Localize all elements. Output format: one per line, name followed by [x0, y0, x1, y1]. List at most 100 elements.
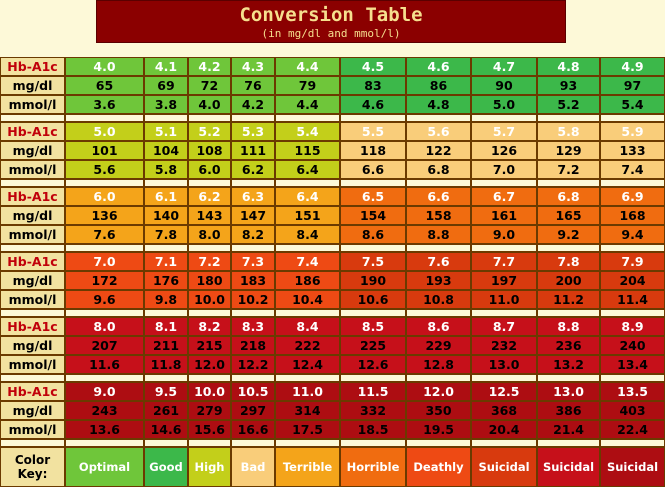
hba1c-cell: 13.5: [600, 382, 665, 401]
mgdl-cell: 297: [231, 401, 275, 420]
mgdl-cell: 161: [471, 206, 537, 225]
band-spacer: [537, 244, 600, 252]
mmol-cell: 5.8: [144, 160, 188, 179]
mmol-cell: 16.6: [231, 420, 275, 439]
mgdl-cell: 151: [275, 206, 340, 225]
mgdl-cell: 261: [144, 401, 188, 420]
row-label-mmol: mmol/l: [0, 225, 65, 244]
hba1c-cell: 13.0: [537, 382, 600, 401]
mgdl-cell: 236: [537, 336, 600, 355]
mgdl-cell: 140: [144, 206, 188, 225]
mgdl-cell: 101: [65, 141, 144, 160]
band-spacer: [188, 374, 231, 382]
mmol-cell: 3.8: [144, 95, 188, 114]
mgdl-cell: 90: [471, 76, 537, 95]
mgdl-cell: 350: [406, 401, 471, 420]
hba1c-cell: 6.8: [537, 187, 600, 206]
band-spacer: [471, 439, 537, 447]
band-spacer: [471, 179, 537, 187]
mgdl-cell: 97: [600, 76, 665, 95]
mgdl-cell: 86: [406, 76, 471, 95]
mmol-cell: 8.2: [231, 225, 275, 244]
band-spacer: [188, 439, 231, 447]
mmol-cell: 9.4: [600, 225, 665, 244]
band-spacer: [406, 309, 471, 317]
band-spacer: [188, 114, 231, 122]
mgdl-cell: 368: [471, 401, 537, 420]
mmol-cell: 15.6: [188, 420, 231, 439]
mgdl-cell: 200: [537, 271, 600, 290]
mgdl-cell: 79: [275, 76, 340, 95]
mgdl-cell: 126: [471, 141, 537, 160]
mgdl-cell: 215: [188, 336, 231, 355]
mgdl-cell: 218: [231, 336, 275, 355]
hba1c-cell: 12.5: [471, 382, 537, 401]
hba1c-cell: 5.9: [600, 122, 665, 141]
mmol-cell: 11.2: [537, 290, 600, 309]
row-label-hba1c: Hb-A1c: [0, 187, 65, 206]
mmol-cell: 8.4: [275, 225, 340, 244]
mmol-cell: 5.2: [537, 95, 600, 114]
hba1c-cell: 10.0: [188, 382, 231, 401]
row-label-mgdl: mg/dl: [0, 76, 65, 95]
hba1c-cell: 4.2: [188, 57, 231, 76]
band-spacer: [537, 179, 600, 187]
hba1c-cell: 9.5: [144, 382, 188, 401]
mmol-cell: 21.4: [537, 420, 600, 439]
hba1c-cell: 4.3: [231, 57, 275, 76]
band-spacer: [144, 244, 188, 252]
color-key-deathly: Deathly: [406, 447, 471, 487]
mmol-cell: 10.0: [188, 290, 231, 309]
mmol-cell: 18.5: [340, 420, 406, 439]
mmol-cell: 4.2: [231, 95, 275, 114]
mgdl-cell: 172: [65, 271, 144, 290]
mgdl-cell: 222: [275, 336, 340, 355]
mgdl-cell: 72: [188, 76, 231, 95]
mmol-cell: 12.6: [340, 355, 406, 374]
mmol-cell: 11.0: [471, 290, 537, 309]
hba1c-cell: 8.2: [188, 317, 231, 336]
row-label-mmol: mmol/l: [0, 160, 65, 179]
title-banner: Conversion Table (in mg/dl and mmol/l): [96, 0, 566, 43]
mgdl-cell: 111: [231, 141, 275, 160]
band-spacer: [65, 374, 144, 382]
mmol-cell: 11.4: [600, 290, 665, 309]
band-spacer: [537, 114, 600, 122]
hba1c-cell: 6.9: [600, 187, 665, 206]
hba1c-cell: 4.9: [600, 57, 665, 76]
band-spacer: [600, 309, 665, 317]
mmol-cell: 17.5: [275, 420, 340, 439]
mmol-cell: 9.8: [144, 290, 188, 309]
hba1c-cell: 7.3: [231, 252, 275, 271]
mgdl-cell: 386: [537, 401, 600, 420]
mmol-cell: 8.0: [188, 225, 231, 244]
row-label-hba1c: Hb-A1c: [0, 252, 65, 271]
band-spacer: [600, 114, 665, 122]
mgdl-cell: 207: [65, 336, 144, 355]
hba1c-cell: 6.5: [340, 187, 406, 206]
mmol-cell: 10.4: [275, 290, 340, 309]
mmol-cell: 12.0: [188, 355, 231, 374]
band-spacer: [275, 439, 340, 447]
chart-subtitle: (in mg/dl and mmol/l): [261, 27, 401, 40]
hba1c-cell: 7.7: [471, 252, 537, 271]
color-key-suicidal: Suicidal: [537, 447, 600, 487]
mmol-cell: 13.2: [537, 355, 600, 374]
hba1c-cell: 9.0: [65, 382, 144, 401]
mmol-cell: 12.8: [406, 355, 471, 374]
mgdl-cell: 190: [340, 271, 406, 290]
hba1c-cell: 8.8: [537, 317, 600, 336]
band-spacer: [471, 309, 537, 317]
band-spacer: [231, 309, 275, 317]
band-spacer: [471, 244, 537, 252]
mgdl-cell: 229: [406, 336, 471, 355]
band-spacer: [340, 439, 406, 447]
mgdl-cell: 158: [406, 206, 471, 225]
band-spacer: [340, 179, 406, 187]
mmol-cell: 13.4: [600, 355, 665, 374]
band-spacer: [471, 114, 537, 122]
hba1c-cell: 5.4: [275, 122, 340, 141]
mgdl-cell: 154: [340, 206, 406, 225]
mgdl-cell: 104: [144, 141, 188, 160]
chart-title: Conversion Table: [239, 4, 423, 26]
